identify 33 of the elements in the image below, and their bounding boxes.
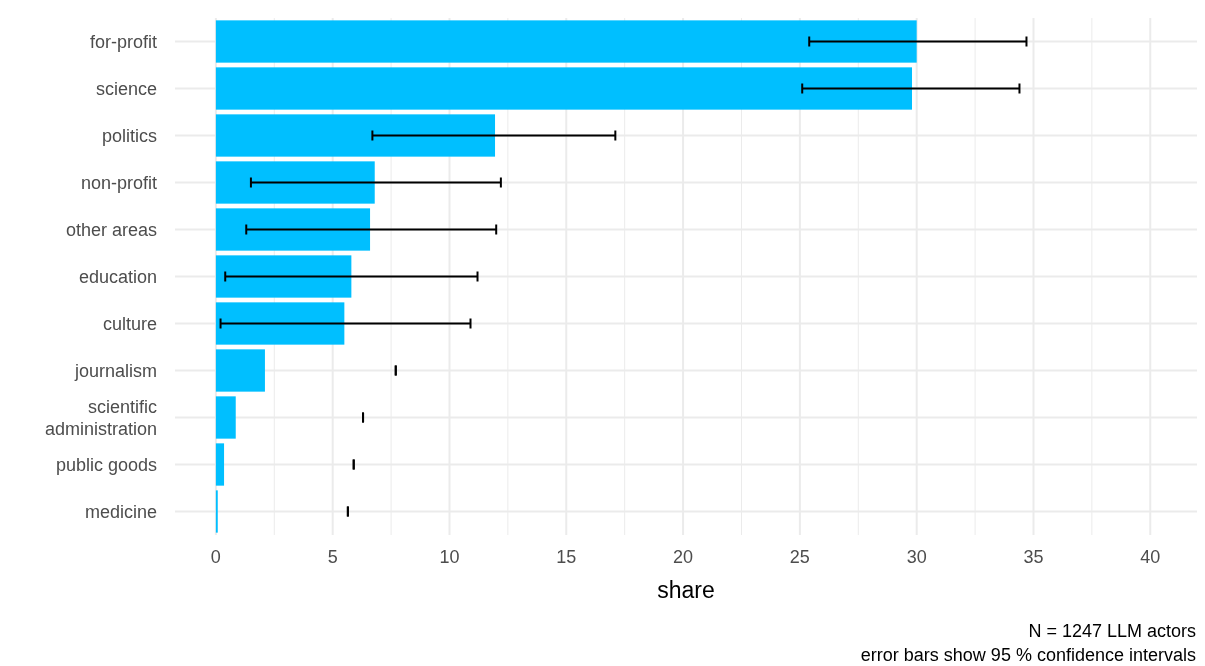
x-tick-label: 25 <box>789 547 810 567</box>
x-axis-title: share <box>657 577 715 603</box>
bar <box>215 161 375 204</box>
y-tick-label: culture <box>102 313 157 334</box>
y-tick-label: public goods <box>55 454 157 475</box>
x-tick-label: 5 <box>327 547 338 567</box>
y-tick-label: journalism <box>73 360 157 381</box>
x-tick-label: 35 <box>1023 547 1044 567</box>
bar <box>215 443 225 486</box>
y-tick-label: non-profit <box>80 172 157 193</box>
x-tick-label: 0 <box>210 547 221 567</box>
text: error bars show 95 % confidence intervals <box>860 645 1196 665</box>
y-tick-label: education <box>78 266 157 287</box>
y-tick-label: medicine <box>84 501 157 522</box>
y-tick-label: for-profit <box>89 31 157 52</box>
x-tick-label: 30 <box>906 547 927 567</box>
bar <box>215 208 371 251</box>
x-tick-label: 20 <box>673 547 694 567</box>
bar <box>215 349 265 392</box>
y-tick-label: science <box>95 78 157 99</box>
text: N = 1247 LLM actors <box>1028 621 1196 641</box>
y-tick-label: scientific administration <box>44 396 157 439</box>
y-tick-label: politics <box>101 125 157 146</box>
bar <box>215 20 917 63</box>
x-tick-label: 40 <box>1140 547 1161 567</box>
x-tick-label: 15 <box>556 547 577 567</box>
bar <box>215 114 496 157</box>
bar <box>215 255 352 298</box>
x-tick-label: 10 <box>439 547 460 567</box>
bar <box>215 302 345 345</box>
bar <box>215 67 913 110</box>
bar <box>215 396 236 439</box>
y-tick-label: other areas <box>65 219 157 240</box>
